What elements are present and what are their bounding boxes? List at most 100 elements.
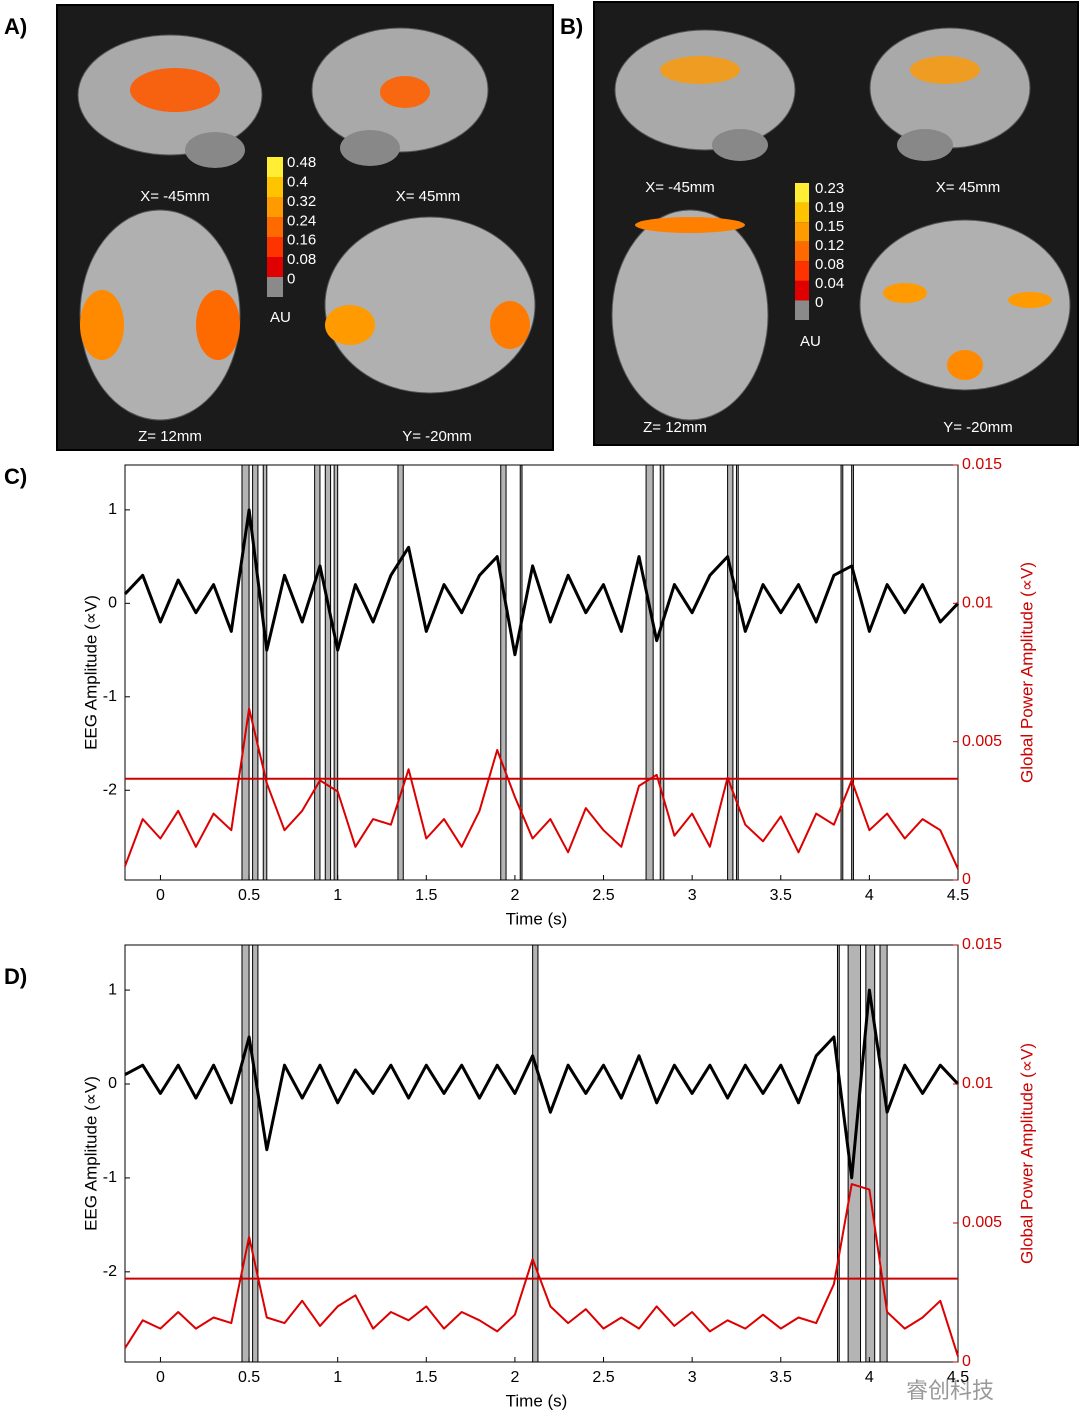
event-highlight — [241, 464, 250, 881]
eeg-line — [123, 508, 960, 657]
y2-tick-label: 0.015 — [962, 936, 1002, 953]
event-highlight — [519, 464, 523, 881]
panel-label: D) — [4, 964, 27, 989]
x-tick-label: 2 — [510, 887, 519, 904]
colorbar-tick-label: 0.4 — [287, 173, 308, 190]
y-tick-label: -2 — [103, 781, 117, 798]
event-highlight — [333, 464, 339, 881]
x-tick-label: 3 — [688, 1369, 697, 1386]
watermark: 睿创科技 — [906, 1378, 994, 1403]
caption: X= 45mm — [936, 179, 1001, 196]
x-tick-label: 1.5 — [415, 1369, 437, 1386]
event-highlight — [397, 464, 404, 881]
colorbar-segment — [795, 280, 809, 301]
colorbar-segment — [795, 261, 809, 281]
colorbar-segment — [795, 222, 809, 242]
colorbar-unit: AU — [800, 333, 821, 350]
colorbar-unit: AU — [270, 309, 291, 326]
x-tick-label: 3.5 — [770, 1369, 792, 1386]
colorbar-tick-label: 0.16 — [287, 232, 316, 249]
x-tick-label: 4 — [865, 887, 874, 904]
colorbar-segment — [267, 237, 283, 257]
y-tick-label: 1 — [108, 981, 117, 998]
caption: X= -45mm — [645, 179, 715, 196]
colorbar-tick-label: 0.19 — [815, 199, 844, 216]
colorbar-tick-label: 0.12 — [815, 237, 844, 254]
x-tick-label: 4.5 — [947, 1369, 969, 1386]
y2-axis-label: Global Power Amplitude (∝V) — [1017, 562, 1036, 783]
colorbar-tick-label: 0.08 — [815, 256, 844, 273]
event-highlight — [879, 944, 888, 1363]
brain-images-b — [611, 27, 1071, 421]
y-tick-label: -2 — [103, 1263, 117, 1280]
caption: Y= -20mm — [402, 428, 472, 445]
event-highlight — [500, 464, 507, 881]
caption: Z= 12mm — [643, 419, 707, 436]
colorbar-segment — [795, 183, 809, 203]
event-highlight — [645, 464, 654, 881]
colorbar-segment — [267, 277, 283, 297]
brain-images-a — [77, 27, 536, 421]
x-tick-label: 1.5 — [415, 887, 437, 904]
caption: X= -45mm — [140, 188, 210, 205]
x-axis-label: Time (s) — [506, 909, 568, 928]
y-axis-label: EEG Amplitude (∝V) — [81, 1076, 100, 1231]
colorbar-segment — [267, 197, 283, 217]
colorbar-segment — [795, 241, 809, 262]
colorbar-tick-label: 0.23 — [815, 180, 844, 197]
event-highlight — [865, 944, 876, 1363]
y2-axis-label: Global Power Amplitude (∝V) — [1017, 1043, 1036, 1264]
event-highlight — [532, 944, 539, 1363]
panel-label: B) — [560, 14, 583, 39]
y-tick-label: 0 — [108, 595, 117, 612]
colorbar-tick-label: 0.15 — [815, 218, 844, 235]
y2-tick-label: 0.01 — [962, 1075, 993, 1092]
x-tick-label: 4.5 — [947, 887, 969, 904]
colorbar-tick-label: 0.04 — [815, 275, 844, 292]
colorbar-tick-label: 0.08 — [287, 251, 316, 268]
y2-tick-label: 0.01 — [962, 595, 993, 612]
event-highlight — [735, 464, 739, 881]
caption: Z= 12mm — [138, 428, 202, 445]
colorbar-segment — [267, 177, 283, 197]
colorbar-segment — [267, 217, 283, 237]
colorbar-tick-label: 0.24 — [287, 212, 316, 229]
plot-area — [124, 944, 959, 1363]
y2-tick-label: 0.005 — [962, 733, 1002, 750]
colorbar-tick-label: 0 — [287, 271, 295, 288]
colorbar-segment — [267, 157, 283, 177]
y-tick-label: -1 — [103, 688, 117, 705]
event-highlight — [262, 464, 268, 881]
y-axis-label: EEG Amplitude (∝V) — [81, 595, 100, 750]
x-tick-label: 0.5 — [238, 887, 260, 904]
x-tick-label: 3.5 — [770, 887, 792, 904]
panel-label: C) — [4, 464, 27, 489]
x-tick-label: 2 — [510, 1369, 519, 1386]
x-tick-label: 2.5 — [592, 1369, 614, 1386]
y2-tick-label: 0 — [962, 871, 971, 888]
y-tick-label: -1 — [103, 1169, 117, 1186]
y-tick-label: 0 — [108, 1075, 117, 1092]
event-highlight — [252, 944, 259, 1363]
event-highlight — [241, 944, 250, 1363]
colorbar-segment — [795, 300, 809, 320]
colorbar-segment — [795, 202, 809, 223]
eeg-line — [124, 988, 960, 1180]
y-tick-label: 1 — [108, 501, 117, 518]
colorbar-segment — [267, 257, 283, 277]
colorbar-tick-label: 0.48 — [287, 154, 316, 171]
event-highlight — [836, 944, 840, 1363]
caption: Y= -20mm — [943, 419, 1013, 436]
event-highlight — [659, 464, 665, 881]
colorbar-tick-label: 0 — [815, 294, 823, 311]
event-highlight — [840, 464, 844, 881]
x-tick-label: 0 — [156, 887, 165, 904]
y2-tick-label: 0 — [962, 1353, 971, 1370]
x-tick-label: 1 — [333, 887, 342, 904]
caption: X= 45mm — [396, 188, 461, 205]
x-tick-label: 0 — [156, 1369, 165, 1386]
event-highlight — [851, 464, 854, 881]
event-highlight — [727, 464, 734, 881]
event-highlight — [252, 464, 259, 881]
event-highlight — [314, 464, 321, 881]
